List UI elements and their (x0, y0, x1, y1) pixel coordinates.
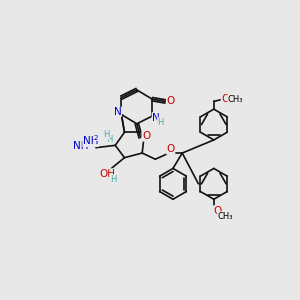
Text: H: H (103, 130, 109, 139)
Text: O: O (142, 131, 150, 141)
Text: O: O (167, 144, 175, 154)
Text: O: O (167, 96, 175, 106)
Text: 2: 2 (94, 135, 98, 141)
Text: CH₃: CH₃ (218, 212, 233, 221)
Text: NH: NH (83, 136, 98, 146)
Text: OH: OH (100, 169, 116, 179)
Text: N: N (152, 112, 160, 123)
Text: O: O (214, 206, 222, 216)
Text: NH: NH (73, 141, 88, 151)
Text: H: H (106, 135, 112, 144)
Text: H: H (110, 175, 116, 184)
Text: N: N (114, 107, 122, 117)
Text: 2: 2 (91, 136, 96, 145)
Text: O: O (221, 94, 230, 104)
Text: H: H (158, 118, 164, 127)
Text: CH₃: CH₃ (228, 94, 243, 103)
